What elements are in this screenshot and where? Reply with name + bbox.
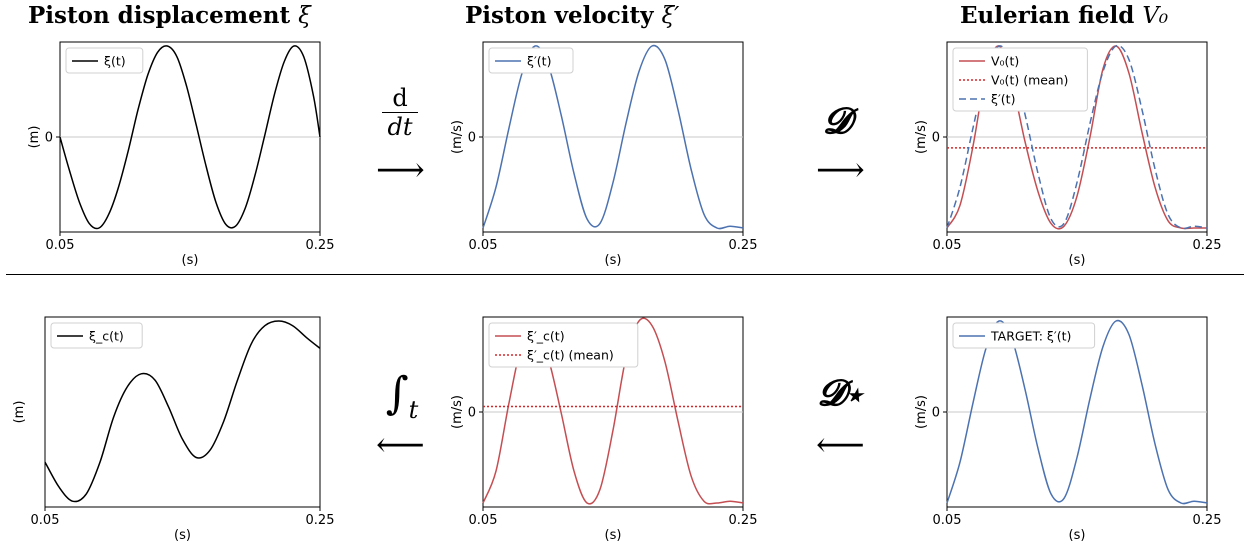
x-tick-label: 0.25	[1193, 513, 1222, 528]
title-displacement-symbol: ξ	[298, 3, 311, 29]
x-tick-label: 0.05	[933, 513, 962, 528]
title-displacement-text: Piston displacement	[28, 2, 291, 29]
title-eulerian-text: Eulerian field	[960, 2, 1135, 29]
x-axis-label: (s)	[182, 253, 199, 268]
y-tick-label: 0	[932, 406, 940, 421]
y-axis-label: (m/s)	[914, 120, 929, 154]
x-tick-label: 0.05	[46, 238, 75, 253]
legend-box	[50, 322, 143, 349]
x-axis-label: (s)	[174, 528, 191, 543]
legend-box	[488, 322, 639, 368]
x-tick-label: 0.05	[31, 513, 60, 528]
arrow-right-icon: ⟶	[376, 150, 425, 190]
arrow-left-icon: ⟵	[816, 425, 865, 465]
x-tick-label: 0.05	[933, 238, 962, 253]
legend-box	[952, 47, 1088, 112]
derivative-operator: d dt	[380, 85, 420, 140]
title-velocity: Piston velocity ξ′	[465, 2, 679, 29]
y-tick-label: 0	[932, 131, 940, 146]
title-eulerian: Eulerian field V₀	[960, 2, 1168, 29]
x-axis-label: (s)	[1069, 528, 1086, 543]
series-line-0	[44, 320, 321, 503]
legend-label: ξ′_c(t)	[527, 329, 565, 344]
title-eulerian-symbol: V₀	[1142, 3, 1169, 29]
arrow-right-icon: ⟶	[816, 150, 865, 190]
series-line-0	[59, 45, 321, 230]
inverse-operator: 𝓓⋆	[817, 372, 863, 414]
legend-label: ξ(t)	[104, 54, 126, 69]
x-tick-label: 0.05	[469, 238, 498, 253]
x-tick-label: 0.05	[469, 513, 498, 528]
title-velocity-text: Piston velocity	[465, 2, 654, 29]
x-axis-label: (s)	[1069, 253, 1086, 268]
row-separator	[6, 274, 1244, 275]
y-tick-label: 0	[45, 131, 53, 146]
legend-label: V₀(t)	[991, 54, 1019, 69]
y-axis-label: (m/s)	[450, 395, 465, 429]
legend-box	[488, 47, 574, 74]
x-tick-label: 0.25	[1193, 238, 1222, 253]
plot-frame	[44, 316, 321, 508]
title-displacement: Piston displacement ξ	[28, 2, 311, 29]
y-axis-label: (m/s)	[450, 120, 465, 154]
x-tick-label: 0.25	[306, 238, 335, 253]
legend-label: ξ′_c(t) (mean)	[527, 348, 614, 363]
x-axis-label: (s)	[605, 253, 622, 268]
y-axis-label: (m)	[27, 126, 42, 149]
derivative-numerator: d	[392, 84, 408, 112]
y-axis-label: (m)	[12, 401, 27, 424]
integral-sign: ∫	[385, 368, 409, 419]
y-tick-label: 0	[468, 406, 476, 421]
forward-operator: 𝓓	[823, 100, 851, 142]
y-axis-label: (m/s)	[914, 395, 929, 429]
arrow-left-icon: ⟵	[376, 425, 425, 465]
legend-box	[952, 322, 1096, 349]
legend-label: TARGET: ξ′(t)	[990, 329, 1071, 344]
legend-box	[65, 47, 144, 74]
x-tick-label: 0.25	[729, 513, 758, 528]
legend-label: V₀(t) (mean)	[991, 73, 1068, 88]
y-tick-label: 0	[468, 131, 476, 146]
legend-label: ξ_c(t)	[89, 329, 124, 344]
legend-label: ξ′(t)	[527, 54, 551, 69]
title-velocity-symbol: ξ′	[661, 3, 680, 29]
x-tick-label: 0.25	[729, 238, 758, 253]
integral-subscript: t	[408, 396, 419, 424]
integral-operator: ∫t	[372, 368, 432, 425]
x-tick-label: 0.25	[306, 513, 335, 528]
x-axis-label: (s)	[605, 528, 622, 543]
derivative-denominator: dt	[387, 113, 413, 141]
legend-label: ξ′(t)	[991, 92, 1015, 107]
